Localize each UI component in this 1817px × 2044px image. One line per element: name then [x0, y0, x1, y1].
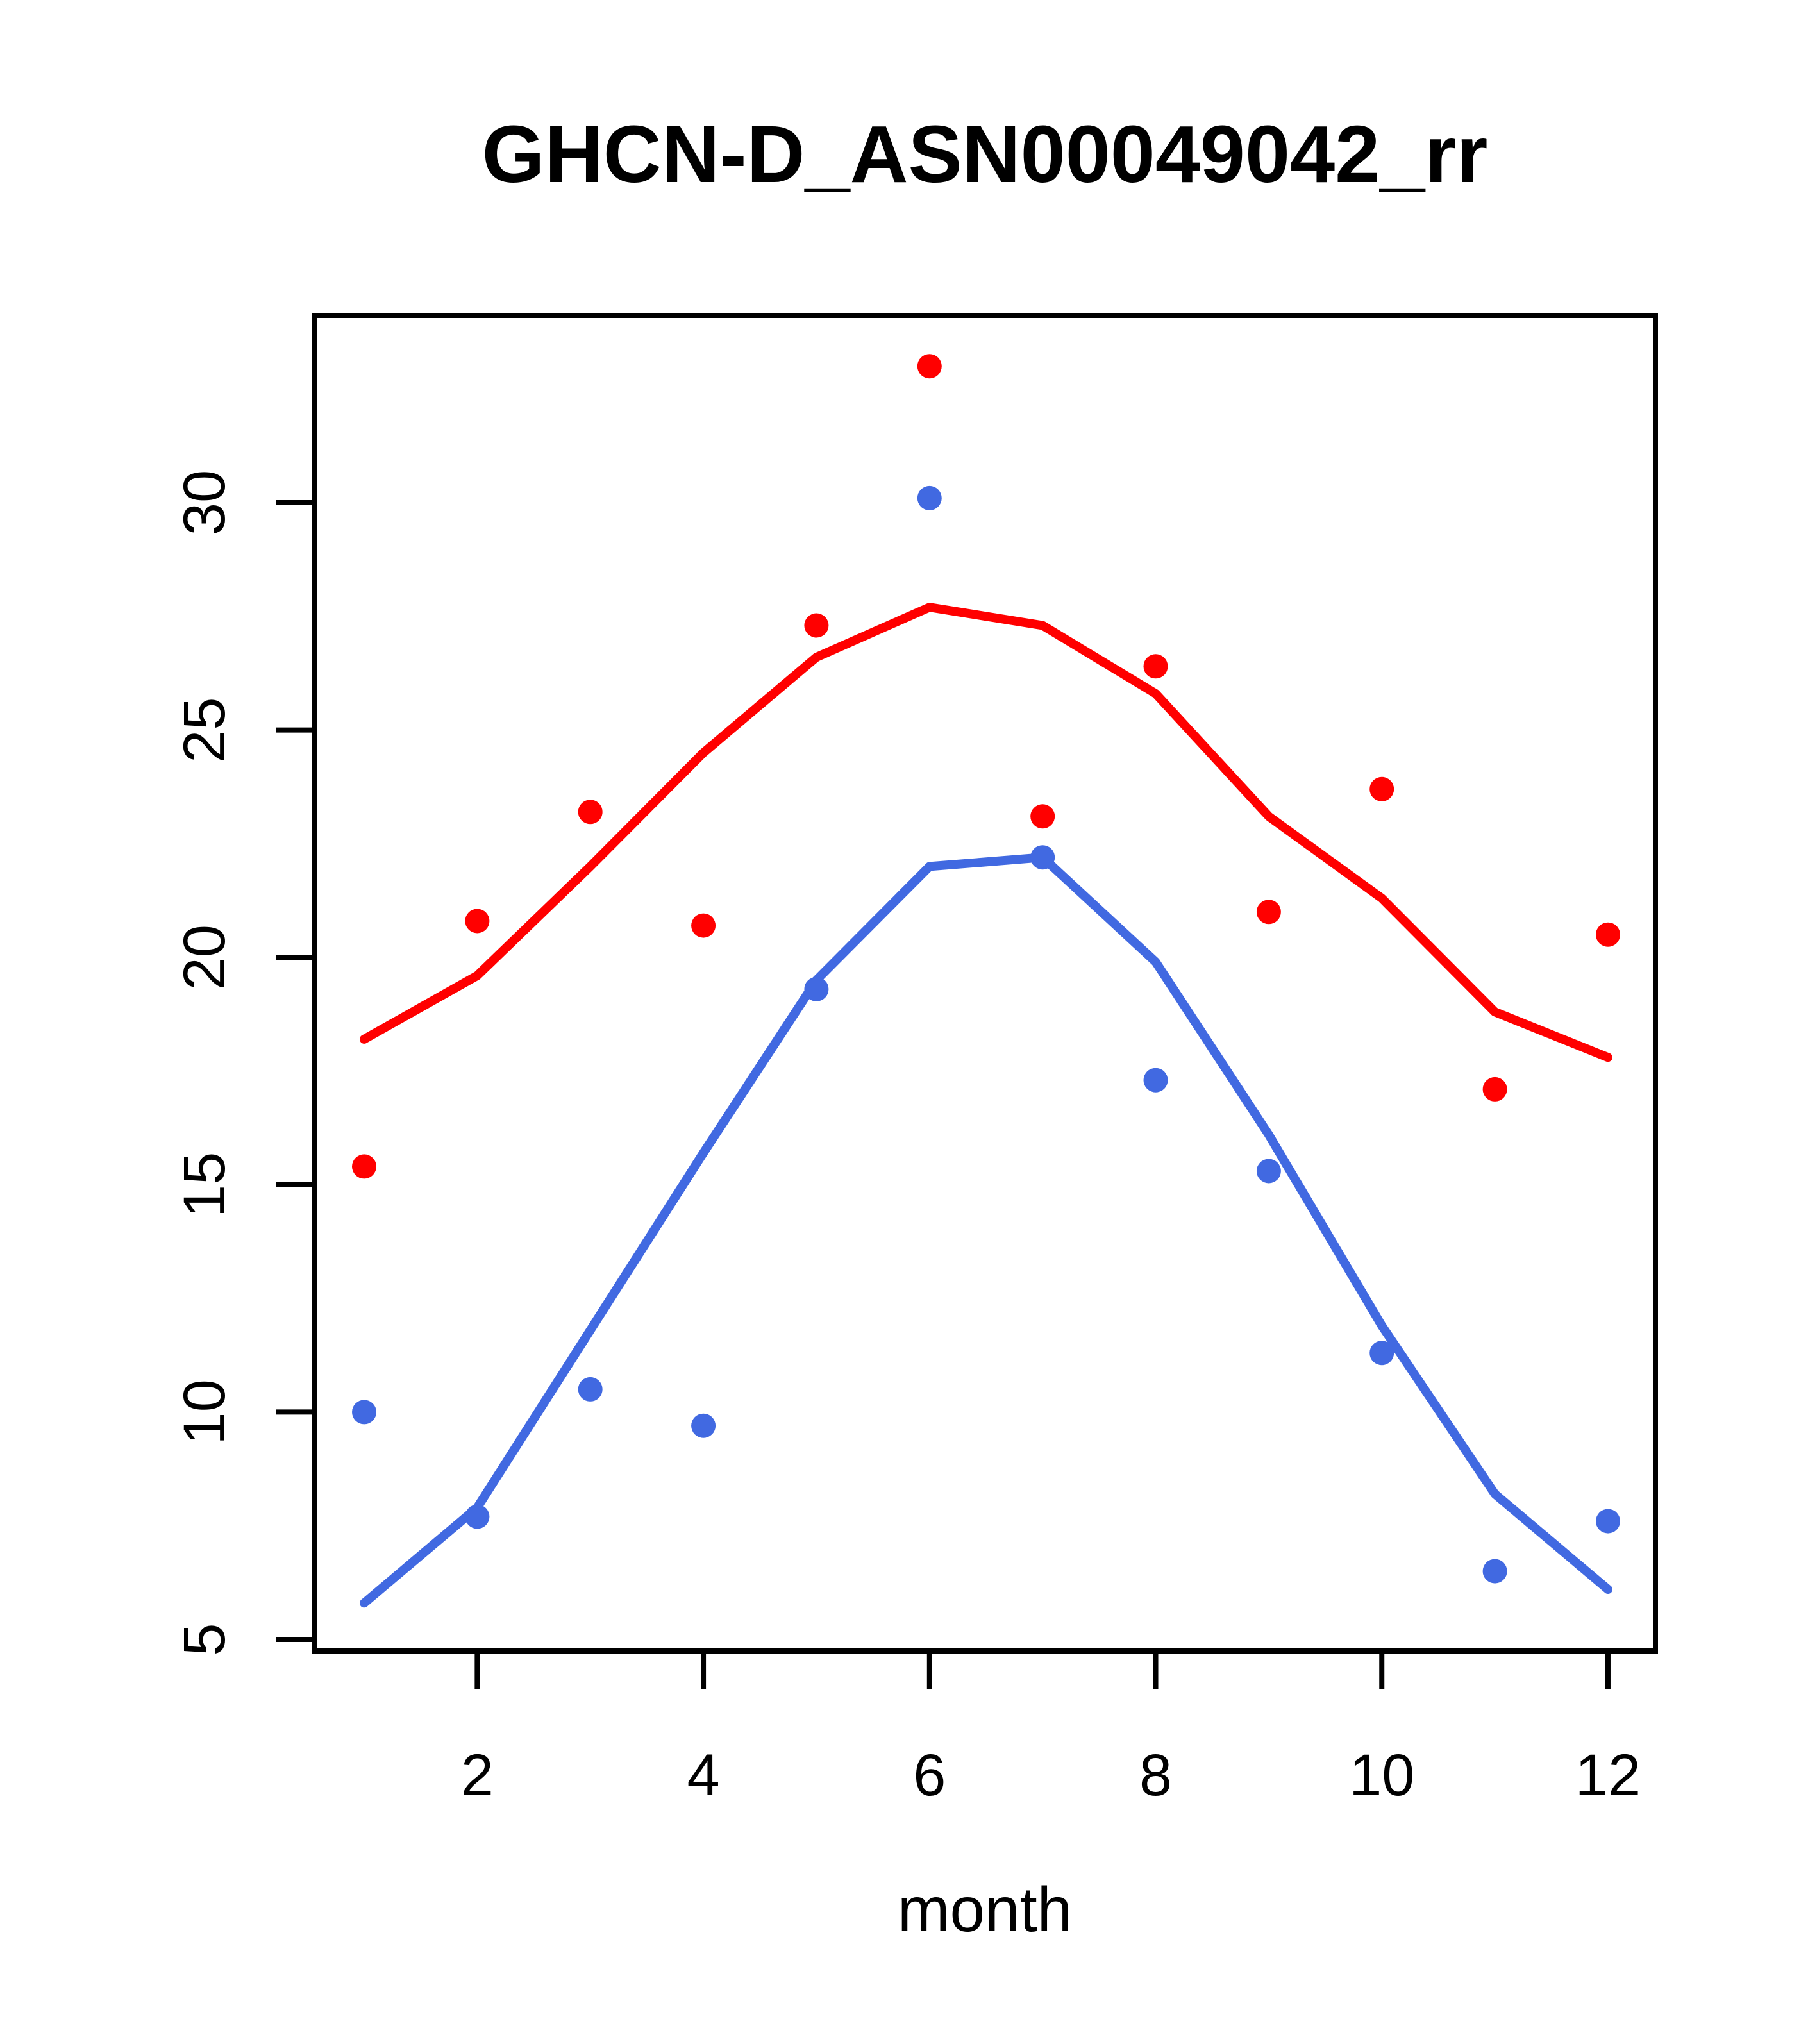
red-points-dot	[1143, 654, 1168, 679]
y-tick-label: 10	[172, 1379, 237, 1445]
blue-points-dot	[1030, 845, 1055, 870]
red-points-dot	[1256, 900, 1281, 925]
x-tick-label: 6	[913, 1743, 946, 1808]
red-points-dot	[1030, 804, 1055, 829]
red-points-dot	[917, 354, 942, 379]
y-tick-label: 20	[172, 925, 237, 990]
blue-points-dot	[1143, 1068, 1168, 1093]
x-tick-label: 8	[1139, 1743, 1172, 1808]
red-points-dot	[1482, 1076, 1507, 1102]
x-axis-title: month	[897, 1874, 1073, 1945]
plot-border	[312, 313, 1658, 1654]
red-points-dot	[1596, 922, 1620, 947]
y-tick-label: 5	[172, 1623, 237, 1655]
blue-points-dot	[578, 1377, 603, 1402]
blue-fit-line	[360, 853, 1612, 1608]
blue-points-dot	[1596, 1509, 1620, 1534]
x-tick-label: 10	[1349, 1743, 1414, 1808]
red-points-dot	[1369, 776, 1394, 801]
blue-points-dot	[804, 976, 829, 1001]
red-points-dot	[465, 909, 490, 934]
x-tick-label: 2	[461, 1743, 494, 1808]
blue-points-dot	[465, 1504, 490, 1529]
chart-title: GHCN-D_ASN00049042_rr	[481, 109, 1488, 199]
red-points-dot	[578, 800, 603, 825]
red-points-dot	[352, 1154, 376, 1179]
y-tick-label: 15	[172, 1152, 237, 1218]
blue-points-dot	[1369, 1341, 1394, 1366]
x-tick-label: 4	[687, 1743, 719, 1808]
red-points-dot	[804, 613, 829, 638]
y-tick-label: 30	[172, 470, 237, 535]
red-points-dot	[691, 913, 716, 938]
y-tick-label: 25	[172, 697, 237, 762]
x-tick-label: 12	[1575, 1743, 1641, 1808]
red-fit-line	[360, 603, 1612, 1062]
blue-points-dot	[1482, 1559, 1507, 1584]
blue-points-dot	[917, 485, 942, 510]
blue-points-dot	[352, 1400, 376, 1425]
blue-points-dot	[1256, 1159, 1281, 1184]
blue-points-dot	[691, 1413, 716, 1438]
